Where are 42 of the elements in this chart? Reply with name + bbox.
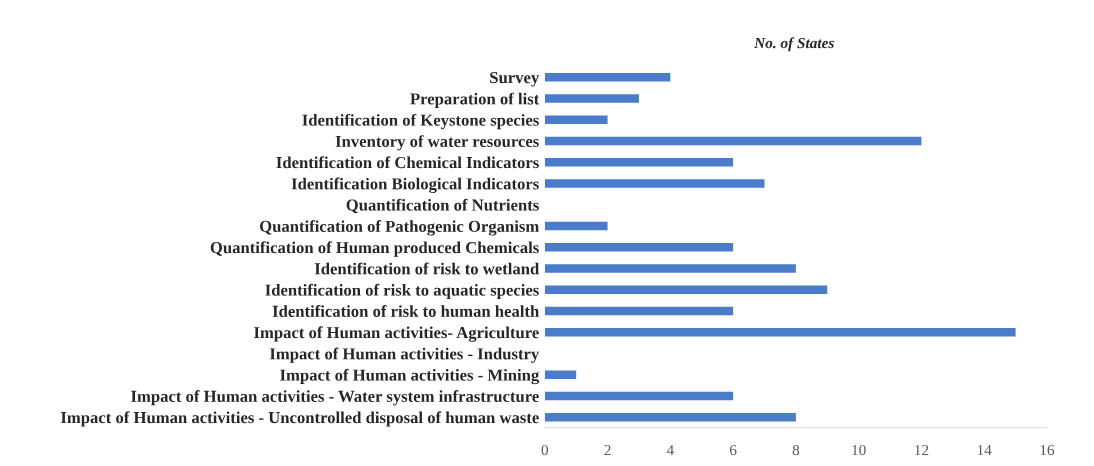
bar — [544, 306, 734, 316]
y-tick-label: Identification of risk to wetland — [314, 262, 540, 275]
x-tick-label: 2 — [604, 444, 611, 456]
x-tick-label: 16 — [1040, 444, 1055, 456]
y-tick-label: Identification of risk to human health — [272, 304, 540, 317]
bar — [544, 157, 734, 167]
x-tick-label: 6 — [729, 444, 737, 456]
y-tick-label: Inventory of water resources — [335, 135, 539, 151]
x-tick-label: 4 — [666, 445, 674, 456]
bar — [544, 327, 1016, 337]
bar — [544, 285, 828, 294]
y-tick-label: Impact of Human activities - Water system infrastructure — [131, 390, 539, 406]
y-tick-label: Identification of Keystone species — [302, 113, 539, 130]
x-tick-label: 0 — [541, 444, 549, 456]
bar — [544, 412, 796, 422]
y-tick-label: Preparation of list — [410, 92, 540, 108]
bar — [544, 242, 734, 252]
chart-title: No. of States — [754, 37, 834, 52]
y-tick-label: Identification of risk to aquatic species — [265, 283, 539, 300]
y-tick-label: Identification of Chemical Indicators — [276, 156, 539, 169]
bar — [544, 136, 922, 146]
y-tick-label: Impact of Human activities - Mining — [280, 368, 540, 385]
x-tick-label: 12 — [915, 444, 929, 456]
y-tick-label: Quantification of Human produced Chemicals — [210, 241, 539, 257]
bar — [544, 94, 639, 103]
bar — [544, 115, 608, 124]
bar — [544, 391, 734, 401]
bar — [544, 221, 608, 231]
y-tick-label: Identification Biological Indicators — [291, 177, 539, 194]
y-tick-label: Impact of Human activities- Agriculture — [254, 326, 539, 342]
y-tick-label: Impact of Human activities - Uncontrolled disposal of human waste — [60, 411, 539, 427]
bar — [544, 370, 577, 379]
bar — [544, 264, 796, 273]
x-tick-label: 10 — [852, 444, 866, 456]
y-tick-label: Survey — [490, 71, 540, 87]
y-tick-label: Impact of Human activities - Industry — [269, 347, 540, 363]
y-tick-label: Quantification of Pathogenic Organism — [259, 220, 539, 236]
bar — [544, 179, 765, 188]
y-tick-label: Quantification of Nutrients — [346, 198, 539, 214]
x-tick-label: 8 — [792, 444, 800, 456]
x-tick-label: 14 — [977, 444, 992, 456]
bar — [544, 73, 671, 82]
